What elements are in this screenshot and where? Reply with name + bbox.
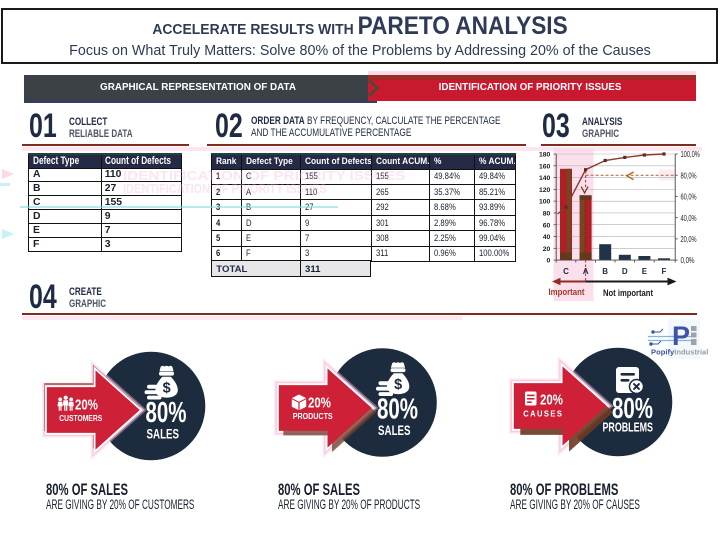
svg-text:140: 140 [539, 175, 551, 182]
svg-text:80%: 80% [377, 394, 418, 426]
svg-text:A: A [583, 267, 589, 276]
svg-text:CUSTOMERS: CUSTOMERS [59, 414, 103, 423]
svg-text:40,0%: 40,0% [681, 214, 697, 223]
svg-text:40: 40 [543, 234, 551, 241]
svg-text:160: 160 [539, 163, 551, 170]
svg-text:60: 60 [543, 222, 551, 229]
svg-text:PRODUCTS: PRODUCTS [293, 412, 334, 421]
svg-text:180: 180 [539, 152, 551, 159]
svg-text:P: P [672, 321, 690, 351]
svg-text:60,0%: 60,0% [681, 193, 697, 202]
svg-text:100,0%: 100,0% [681, 150, 700, 159]
svg-text:PROBLEMS: PROBLEMS [602, 420, 653, 435]
svg-text:80%: 80% [146, 397, 187, 429]
svg-text:E: E [642, 267, 648, 276]
svg-text:100: 100 [539, 199, 551, 206]
svg-text:F: F [662, 267, 667, 276]
svg-text:80%: 80% [612, 393, 653, 425]
svg-text:Not important: Not important [603, 288, 653, 298]
svg-text:0: 0 [547, 258, 551, 265]
svg-text:SALES: SALES [147, 426, 180, 441]
svg-text:CAUSES: CAUSES [523, 409, 563, 418]
svg-text:20%: 20% [75, 397, 98, 414]
svg-text:80: 80 [543, 211, 551, 218]
svg-text:20%: 20% [308, 395, 331, 412]
svg-text:SALES: SALES [378, 423, 411, 438]
svg-text:20: 20 [543, 246, 551, 253]
svg-text:20,0%: 20,0% [681, 235, 697, 244]
svg-text:0,0%: 0,0% [681, 256, 695, 265]
svg-text:C: C [563, 267, 569, 276]
svg-text:B: B [602, 267, 608, 276]
svg-text:PopifyIndustrial: PopifyIndustrial [651, 348, 708, 357]
svg-text:80,0%: 80,0% [681, 171, 697, 180]
svg-text:D: D [622, 267, 628, 276]
svg-text:20%: 20% [540, 392, 563, 409]
svg-text:120: 120 [539, 187, 551, 194]
svg-text:Important: Important [549, 287, 585, 297]
